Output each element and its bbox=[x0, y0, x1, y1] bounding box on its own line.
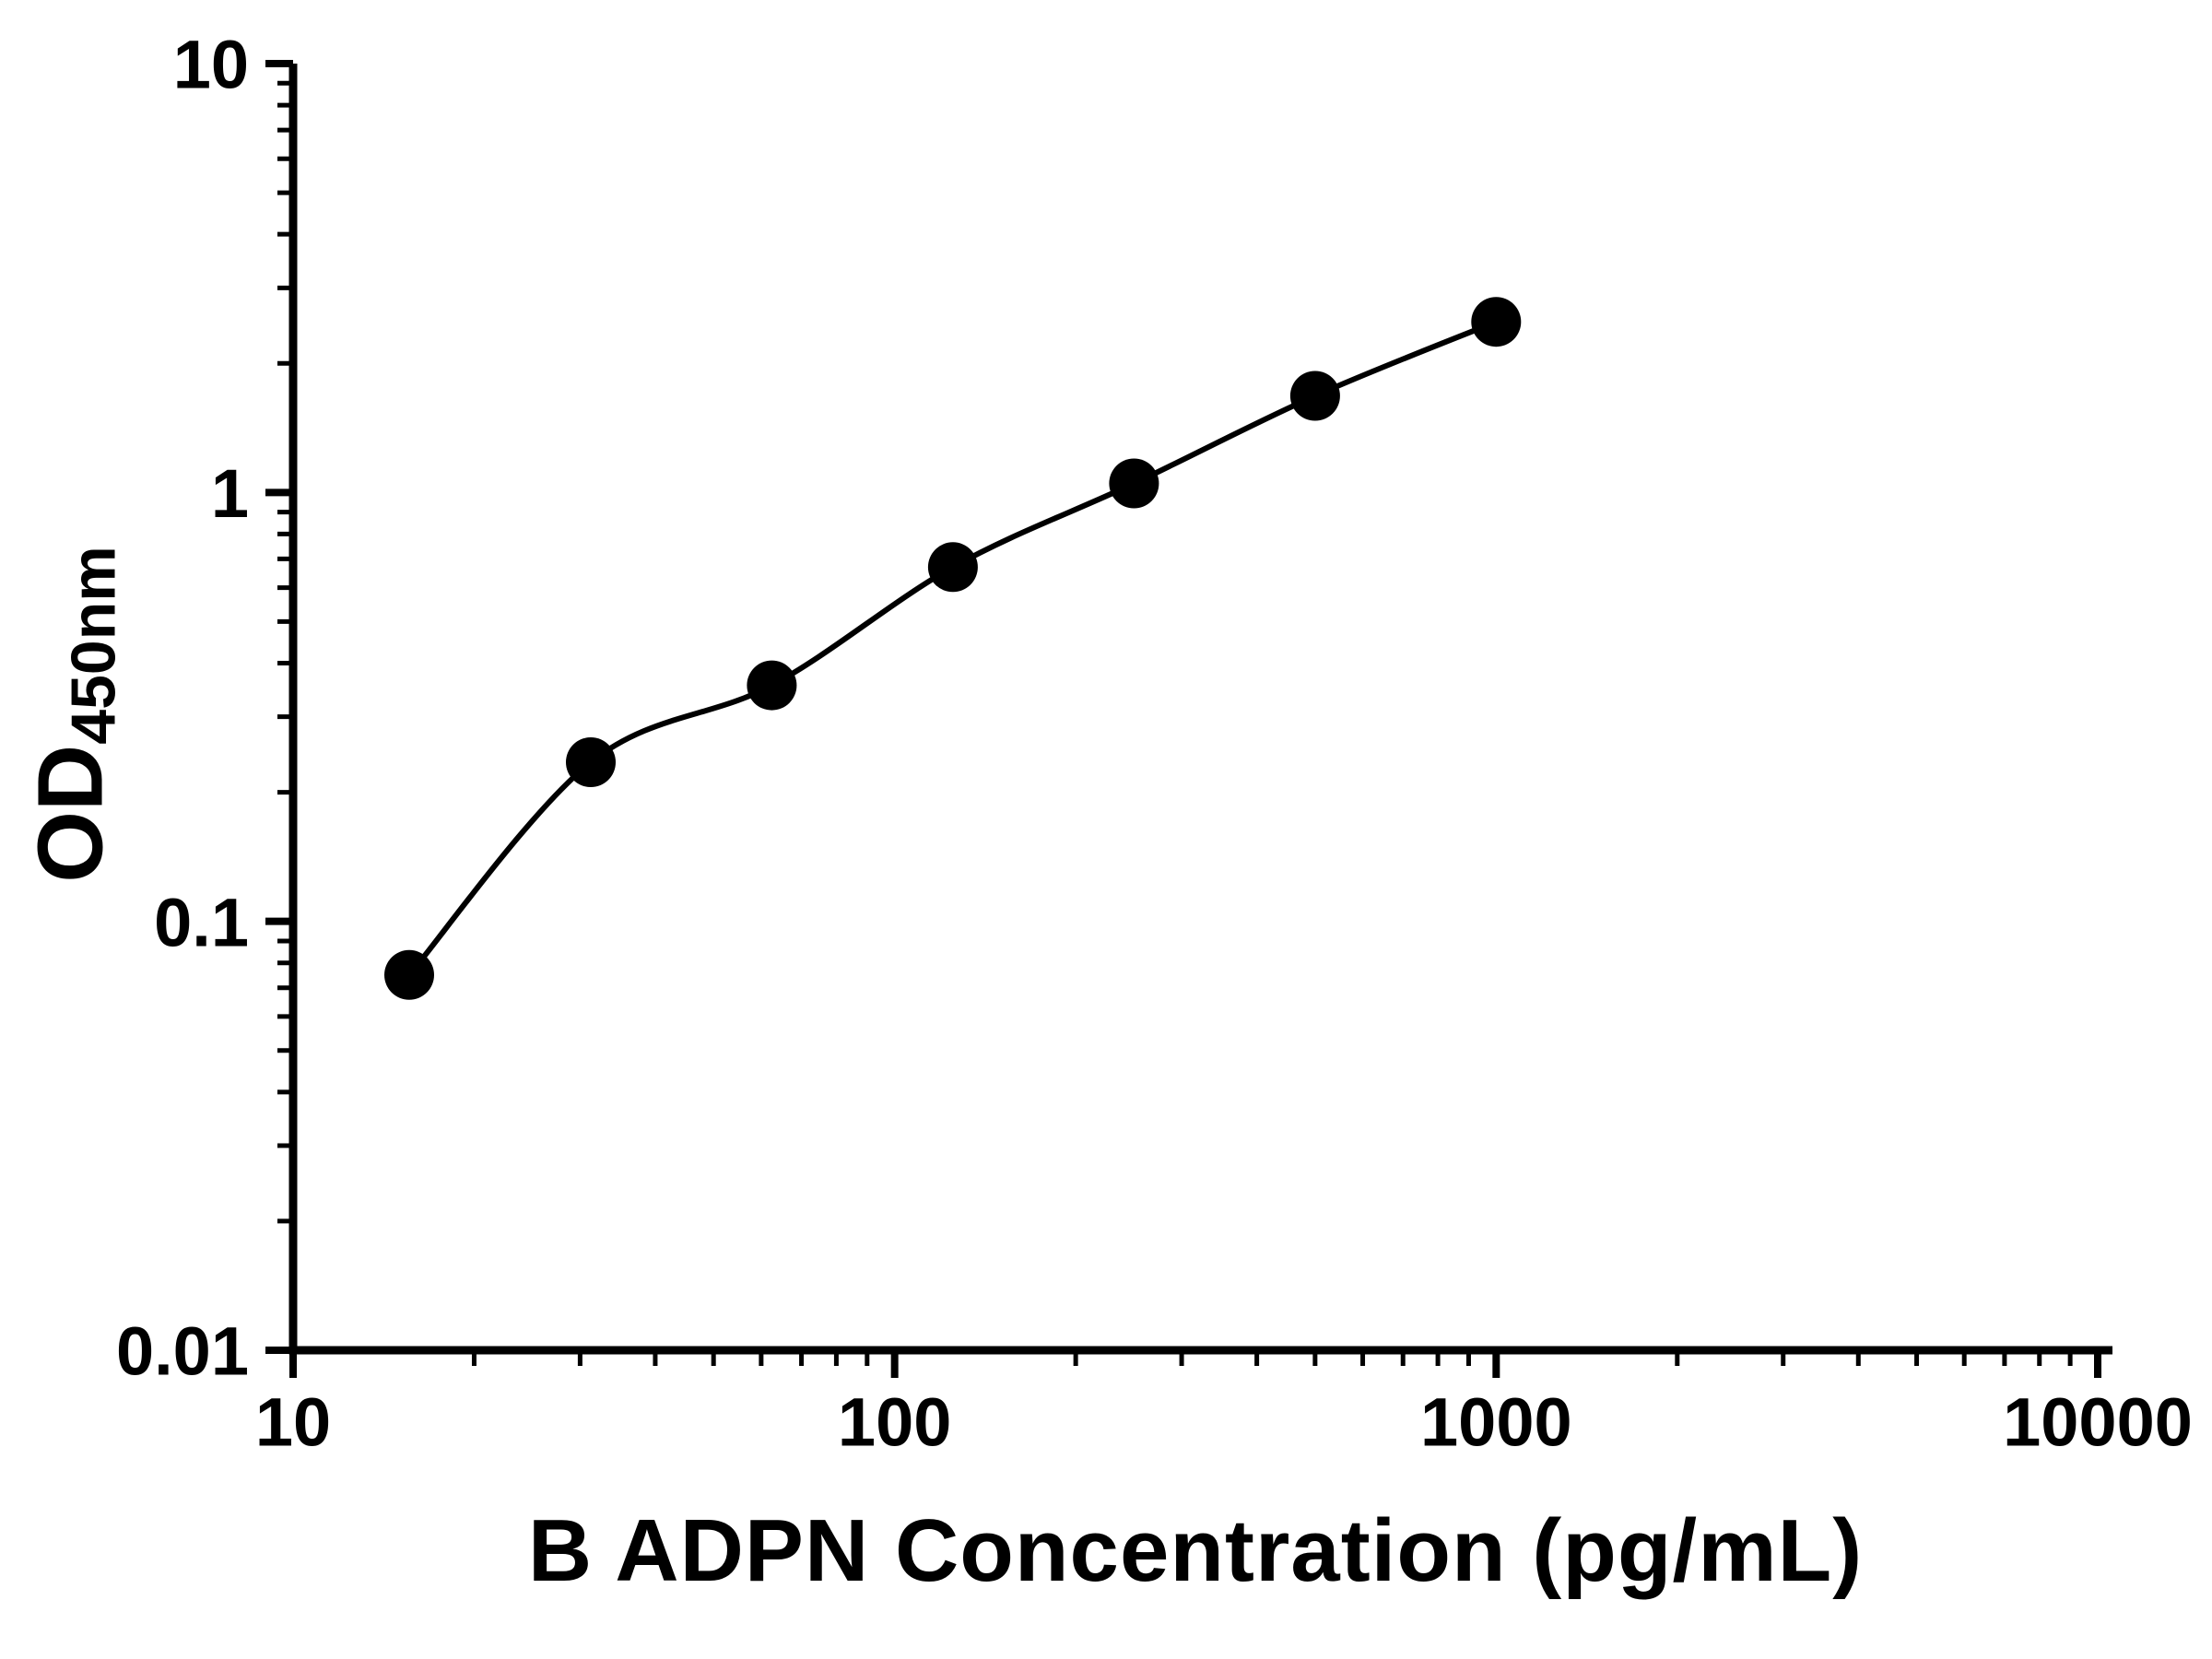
x-axis-title: B ADPN Concentration (pg/mL) bbox=[527, 1501, 1864, 1600]
y-axis-title-main: OD bbox=[18, 744, 123, 883]
y-tick-label: 10 bbox=[173, 27, 249, 103]
y-axis-title: OD450nm bbox=[18, 546, 130, 882]
y-tick-label: 1 bbox=[211, 455, 249, 532]
y-tick-label: 0.1 bbox=[154, 884, 249, 960]
x-tick-label: 100 bbox=[838, 1384, 951, 1461]
data-point bbox=[1109, 458, 1159, 509]
y-axis-title-sub: 450nm bbox=[58, 546, 129, 745]
x-tick-label: 1000 bbox=[1420, 1384, 1572, 1461]
trend-curve bbox=[406, 319, 1498, 977]
data-point bbox=[566, 737, 616, 787]
x-tick-label: 10 bbox=[255, 1384, 331, 1461]
x-tick-label: 10000 bbox=[2003, 1384, 2193, 1461]
data-point bbox=[1471, 297, 1522, 347]
data-point bbox=[747, 660, 797, 711]
data-point bbox=[384, 949, 434, 1000]
axis-lines bbox=[288, 64, 2112, 1355]
data-point bbox=[1289, 371, 1340, 421]
data-point bbox=[927, 542, 978, 593]
y-tick-label: 0.01 bbox=[116, 1313, 249, 1390]
